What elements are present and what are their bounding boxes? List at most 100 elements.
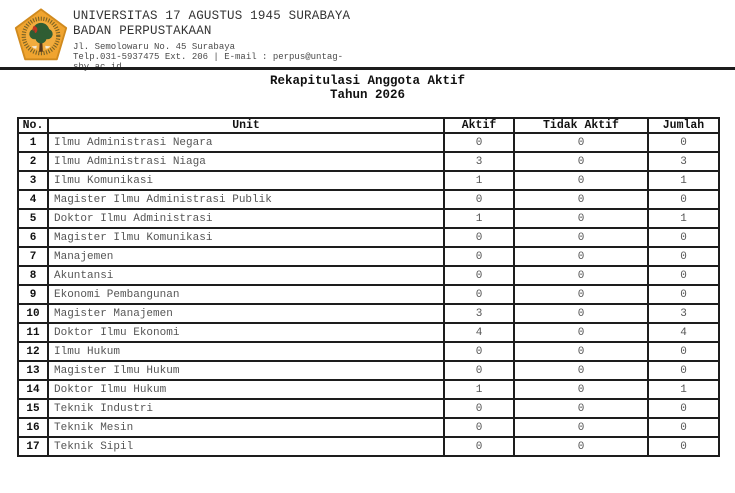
tidak-aktif-cell: 0 bbox=[513, 436, 649, 457]
aktif-cell: 4 bbox=[443, 322, 515, 343]
row-number-cell: 11 bbox=[17, 322, 49, 343]
table-row: 5 Doktor Ilmu Administrasi 1 0 1 bbox=[17, 208, 720, 229]
aktif-cell: 0 bbox=[443, 227, 515, 248]
unit-cell: Doktor Ilmu Administrasi bbox=[47, 208, 445, 229]
tidak-aktif-cell: 0 bbox=[513, 227, 649, 248]
unit-cell: Manajemen bbox=[47, 246, 445, 267]
row-number-cell: 3 bbox=[17, 170, 49, 191]
tidak-aktif-cell: 0 bbox=[513, 246, 649, 267]
jumlah-cell: 0 bbox=[647, 132, 720, 153]
jumlah-cell: 1 bbox=[647, 170, 720, 191]
tidak-aktif-cell: 0 bbox=[513, 132, 649, 153]
aktif-cell: 1 bbox=[443, 379, 515, 400]
university-logo-icon bbox=[13, 7, 69, 63]
unit-cell: Magister Ilmu Komunikasi bbox=[47, 227, 445, 248]
aktif-cell: 1 bbox=[443, 208, 515, 229]
unit-cell: Ekonomi Pembangunan bbox=[47, 284, 445, 305]
jumlah-cell: 0 bbox=[647, 341, 720, 362]
jumlah-cell: 4 bbox=[647, 322, 720, 343]
table-row: 15 Teknik Industri 0 0 0 bbox=[17, 398, 720, 419]
unit-cell: Ilmu Administrasi Niaga bbox=[47, 151, 445, 172]
jumlah-cell: 0 bbox=[647, 360, 720, 381]
aktif-cell: 0 bbox=[443, 341, 515, 362]
contact-line-1: Telp.031-5937475 Ext. 206 | E-mail : per… bbox=[73, 52, 344, 62]
jumlah-cell: 0 bbox=[647, 246, 720, 267]
tidak-aktif-cell: 0 bbox=[513, 265, 649, 286]
table-row: 7 Manajemen 0 0 0 bbox=[17, 246, 720, 267]
unit-cell: Magister Manajemen bbox=[47, 303, 445, 324]
row-number-cell: 6 bbox=[17, 227, 49, 248]
aktif-cell: 0 bbox=[443, 265, 515, 286]
row-number-cell: 13 bbox=[17, 360, 49, 381]
jumlah-cell: 1 bbox=[647, 379, 720, 400]
unit-cell: Magister Ilmu Administrasi Publik bbox=[47, 189, 445, 210]
letterhead-text: UNIVERSITAS 17 AGUSTUS 1945 SURABAYA BAD… bbox=[73, 7, 350, 72]
row-number-cell: 12 bbox=[17, 341, 49, 362]
jumlah-cell: 0 bbox=[647, 227, 720, 248]
tidak-aktif-cell: 0 bbox=[513, 341, 649, 362]
unit-cell: Doktor Ilmu Ekonomi bbox=[47, 322, 445, 343]
row-number-cell: 5 bbox=[17, 208, 49, 229]
tidak-aktif-cell: 0 bbox=[513, 322, 649, 343]
row-number-cell: 15 bbox=[17, 398, 49, 419]
table-row: 6 Magister Ilmu Komunikasi 0 0 0 bbox=[17, 227, 720, 248]
table-row: 9 Ekonomi Pembangunan 0 0 0 bbox=[17, 284, 720, 305]
row-number-cell: 16 bbox=[17, 417, 49, 438]
table-row: 12 Ilmu Hukum 0 0 0 bbox=[17, 341, 720, 362]
aktif-cell: 0 bbox=[443, 417, 515, 438]
table-row: 17 Teknik Sipil 0 0 0 bbox=[17, 436, 720, 457]
unit-cell: Magister Ilmu Hukum bbox=[47, 360, 445, 381]
table-row: 11 Doktor Ilmu Ekonomi 4 0 4 bbox=[17, 322, 720, 343]
jumlah-cell: 0 bbox=[647, 398, 720, 419]
jumlah-cell: 0 bbox=[647, 417, 720, 438]
unit-cell: Ilmu Komunikasi bbox=[47, 170, 445, 191]
table-row: 3 Ilmu Komunikasi 1 0 1 bbox=[17, 170, 720, 191]
row-number-cell: 8 bbox=[17, 265, 49, 286]
report-year: Tahun 2026 bbox=[329, 88, 405, 102]
address-line: Jl. Semolowaru No. 45 Surabaya bbox=[73, 42, 236, 52]
report-title-text: Rekapitulasi Anggota Aktif bbox=[269, 74, 466, 88]
header-no: No. bbox=[17, 117, 49, 134]
tidak-aktif-cell: 0 bbox=[513, 379, 649, 400]
row-number-cell: 9 bbox=[17, 284, 49, 305]
unit-cell: Teknik Industri bbox=[47, 398, 445, 419]
aktif-cell: 0 bbox=[443, 246, 515, 267]
letterhead-divider bbox=[0, 67, 735, 70]
aktif-cell: 1 bbox=[443, 170, 515, 191]
tidak-aktif-cell: 0 bbox=[513, 417, 649, 438]
jumlah-cell: 1 bbox=[647, 208, 720, 229]
aktif-cell: 0 bbox=[443, 436, 515, 457]
header-jumlah: Jumlah bbox=[647, 117, 720, 134]
unit-cell: Doktor Ilmu Hukum bbox=[47, 379, 445, 400]
jumlah-cell: 3 bbox=[647, 303, 720, 324]
tidak-aktif-cell: 0 bbox=[513, 398, 649, 419]
aktif-cell: 0 bbox=[443, 398, 515, 419]
unit-cell: Ilmu Administrasi Negara bbox=[47, 132, 445, 153]
table-row: 4 Magister Ilmu Administrasi Publik 0 0 … bbox=[17, 189, 720, 210]
table-row: 13 Magister Ilmu Hukum 0 0 0 bbox=[17, 360, 720, 381]
tidak-aktif-cell: 0 bbox=[513, 284, 649, 305]
department-name: BADAN PERPUSTAKAAN bbox=[73, 24, 212, 38]
table-body: 1 Ilmu Administrasi Negara 0 0 0 2 Ilmu … bbox=[17, 132, 720, 457]
unit-cell: Akuntansi bbox=[47, 265, 445, 286]
aktif-cell: 0 bbox=[443, 132, 515, 153]
row-number-cell: 10 bbox=[17, 303, 49, 324]
tidak-aktif-cell: 0 bbox=[513, 303, 649, 324]
report-title: Rekapitulasi Anggota Aktif Tahun 2026 bbox=[0, 74, 735, 102]
table-row: 1 Ilmu Administrasi Negara 0 0 0 bbox=[17, 132, 720, 153]
unit-cell: Teknik Sipil bbox=[47, 436, 445, 457]
jumlah-cell: 0 bbox=[647, 284, 720, 305]
unit-cell: Teknik Mesin bbox=[47, 417, 445, 438]
tidak-aktif-cell: 0 bbox=[513, 208, 649, 229]
letterhead: UNIVERSITAS 17 AGUSTUS 1945 SURABAYA BAD… bbox=[13, 7, 350, 72]
header-tidak-aktif: Tidak Aktif bbox=[513, 117, 649, 134]
aktif-cell: 0 bbox=[443, 284, 515, 305]
table-row: 16 Teknik Mesin 0 0 0 bbox=[17, 417, 720, 438]
row-number-cell: 1 bbox=[17, 132, 49, 153]
header-unit: Unit bbox=[47, 117, 445, 134]
aktif-cell: 3 bbox=[443, 303, 515, 324]
table-row: 8 Akuntansi 0 0 0 bbox=[17, 265, 720, 286]
jumlah-cell: 0 bbox=[647, 265, 720, 286]
aktif-cell: 0 bbox=[443, 189, 515, 210]
aktif-cell: 0 bbox=[443, 360, 515, 381]
